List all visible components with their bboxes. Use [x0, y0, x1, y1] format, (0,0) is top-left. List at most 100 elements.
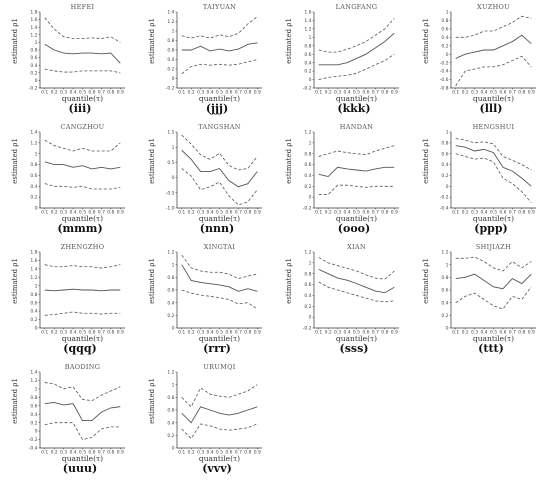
x-tick-label: 0.4	[206, 210, 213, 216]
x-tick-label: 0.4	[480, 90, 487, 96]
y-tick-label: 1	[309, 35, 312, 41]
chart-title: CANGZHOU	[60, 123, 105, 131]
chart-panel: 0 0.2 0.4 0.6 0.8 1 1.2 0.1 0.2 0.3 0.4 0.5 0.6 0.7 0.…	[137, 240, 274, 360]
x-tick-label: 0.5	[79, 90, 86, 96]
y-tick-label: -0.5	[166, 190, 175, 196]
chart-title: HENGSHUI	[472, 123, 515, 131]
chart-title: XINGTAI	[203, 243, 236, 251]
series-line-upper-bound	[455, 138, 532, 171]
y-tick-label: 0.2	[304, 184, 311, 190]
x-tick-label: 0.6	[499, 210, 506, 216]
y-axis-label: estimated ρ1	[11, 258, 19, 304]
chart-svg: -0.200.20.40.60.811.21.40.1 0.2 0.3 0.4 0.5 0…	[166, 10, 262, 96]
x-tick-label: 0.1	[41, 210, 48, 216]
x-tick-label: 0.2	[325, 330, 332, 336]
x-tick-label: 0.3	[197, 450, 204, 456]
series-line-estimate	[44, 288, 121, 292]
x-tick-label: 0.5	[79, 450, 86, 456]
chart-svg: -0.4-0.200.20.40.60.811.21.40.1 0.2 0.3 0.4…	[29, 370, 125, 456]
y-axis-label: estimated ρ1	[422, 258, 430, 304]
y-tick-label: 0.6	[30, 55, 37, 61]
y-axis-label: estimated ρ1	[285, 138, 293, 184]
x-tick-label: 0.5	[79, 330, 86, 336]
y-tick-label: 0.8	[30, 162, 37, 168]
series-line-estimate	[181, 264, 258, 292]
x-axis-label: quantile(τ)	[335, 334, 378, 343]
series-line-lower-bound	[44, 422, 121, 441]
y-axis-label: estimated ρ1	[148, 378, 156, 424]
y-tick-label: 0.6	[441, 288, 448, 294]
x-tick-label: 0.4	[69, 450, 76, 456]
y-tick-label: -0.2	[440, 195, 449, 201]
y-tick-label: 0.6	[30, 173, 37, 179]
y-tick-label: 0	[35, 429, 38, 435]
y-tick-label: 0.8	[30, 292, 37, 298]
y-tick-label: 0	[35, 78, 38, 84]
y-tick-label: 1	[172, 262, 175, 268]
y-tick-label: 0.4	[167, 57, 174, 63]
y-tick-label: 1.2	[304, 26, 311, 32]
panel-label: (sss)	[339, 342, 369, 355]
y-axis-label: estimated ρ1	[285, 18, 293, 64]
series-line-lower-bound	[181, 289, 258, 310]
x-tick-label: 0.4	[69, 210, 76, 216]
panel-label: (qqq)	[63, 342, 97, 355]
y-tick-label: 1	[35, 283, 38, 289]
x-tick-label: 0.6	[225, 330, 232, 336]
y-axis-label: estimated ρ1	[11, 378, 19, 424]
x-tick-label: 0.1	[178, 90, 185, 96]
x-tick-label: 0.3	[197, 210, 204, 216]
x-tick-label: 0.9	[254, 210, 261, 216]
x-tick-label: 0.8	[244, 210, 251, 216]
y-tick-label: -0.4	[440, 69, 449, 75]
series-line-lower-bound	[318, 53, 395, 80]
y-tick-label: 0.6	[304, 52, 311, 58]
x-tick-label: 0.4	[343, 330, 350, 336]
x-tick-label: 0.7	[509, 210, 516, 216]
series-line-lower-bound	[181, 168, 258, 206]
y-tick-label: 1.8	[30, 10, 37, 16]
y-tick-label: 1	[446, 10, 449, 16]
series-line-lower-bound	[318, 281, 395, 303]
x-tick-label: 0.8	[518, 330, 525, 336]
y-tick-label: 0	[172, 446, 175, 452]
series-line-upper-bound	[318, 18, 395, 53]
x-tick-label: 0.2	[188, 90, 195, 96]
y-tick-label: 1	[309, 140, 312, 146]
series-line-lower-bound	[181, 423, 258, 440]
y-tick-label: 1.2	[30, 275, 37, 281]
y-tick-label: -0.2	[166, 86, 175, 92]
chart-svg: -0.200.20.40.60.811.20.1 0.2 0.3 0.4 0.5 0.6 0…	[303, 250, 399, 336]
y-tick-label: -0.2	[440, 60, 449, 66]
x-tick-label: 0.7	[235, 450, 242, 456]
series-line-lower-bound	[318, 184, 395, 195]
x-tick-label: 0.1	[315, 90, 322, 96]
y-tick-label: 0.8	[30, 48, 37, 54]
x-tick-label: 0.8	[107, 210, 114, 216]
series-line-estimate	[44, 401, 121, 422]
y-tick-label: 0.5	[167, 160, 174, 166]
series-line-upper-bound	[44, 17, 121, 43]
x-tick-label: 0.5	[490, 90, 497, 96]
series-line-lower-bound	[455, 286, 532, 310]
y-tick-label: 1.2	[167, 19, 174, 25]
x-tick-label: 0.9	[117, 330, 124, 336]
y-tick-label: 1.2	[167, 250, 174, 256]
y-tick-label: -0.4	[440, 206, 449, 212]
series-line-lower-bound	[44, 68, 121, 74]
x-tick-label: 0.1	[178, 330, 185, 336]
x-tick-label: 0.2	[51, 450, 58, 456]
y-tick-label: 1.4	[30, 25, 37, 31]
y-tick-label: 0.2	[167, 67, 174, 73]
chart-panel: 0 0.2 0.4 0.6 0.8 1 1.2 1.4 1.6 1.8 0.1 0.2 0.3 0.4 0.…	[0, 240, 137, 360]
chart-panel: -0.8 -0.6 -0.4 -0.2 0 0.2 0.4 0.6 0.8 1 0.1 0.2 0.3 0…	[411, 0, 548, 120]
series-line-lower-bound	[455, 55, 532, 87]
x-tick-label: 0.3	[60, 450, 67, 456]
y-tick-label: 0	[446, 184, 449, 190]
x-tick-label: 0.2	[188, 330, 195, 336]
y-tick-label: 0	[35, 206, 38, 212]
panel-label: (lll)	[479, 102, 503, 115]
series-line-upper-bound	[44, 139, 121, 152]
y-tick-label: 0.6	[441, 26, 448, 32]
y-tick-label: 0.6	[304, 162, 311, 168]
